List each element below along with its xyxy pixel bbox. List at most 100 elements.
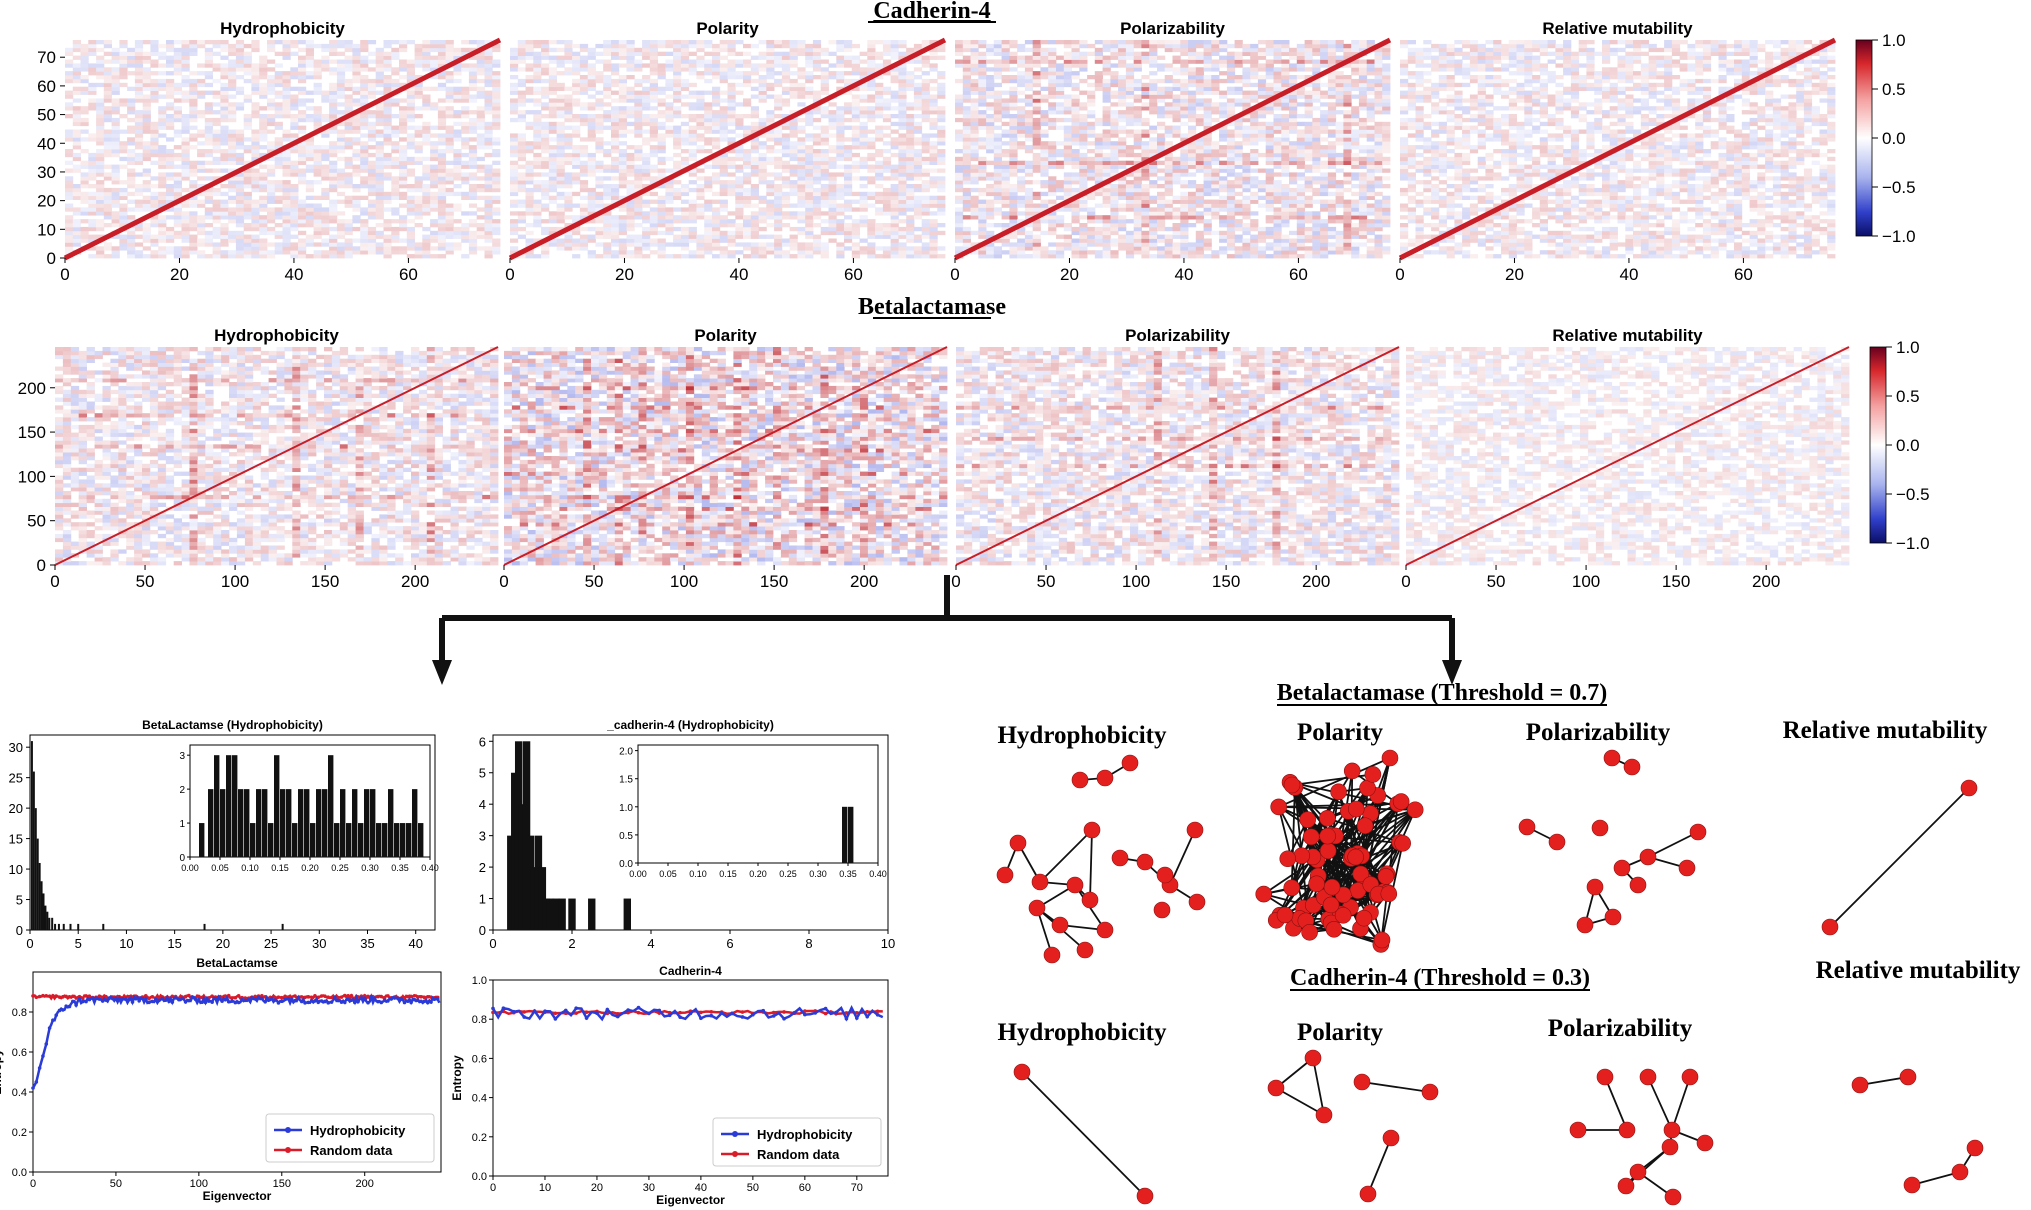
graph-node xyxy=(1630,1164,1646,1180)
x-tick-label: 150 xyxy=(1212,572,1240,591)
series-point xyxy=(58,1009,62,1013)
graph-node xyxy=(1822,919,1838,935)
inset-bar xyxy=(268,823,273,857)
series-point xyxy=(277,1001,281,1005)
series-point xyxy=(197,998,201,1002)
series-point xyxy=(58,995,62,999)
x-tick-label: 25 xyxy=(264,936,278,951)
inset-bar xyxy=(298,789,303,857)
series-point xyxy=(436,997,440,1001)
legend: Hydrophobicity Random data xyxy=(713,1118,881,1166)
series-point xyxy=(350,994,354,998)
y-tick-label: 70 xyxy=(37,48,56,67)
series-point xyxy=(277,995,281,999)
cad-network-label-polarizability: Polarizability xyxy=(1548,1015,1693,1042)
series-point xyxy=(263,1000,267,1004)
line-chart-title: Cadherin-4 xyxy=(659,964,722,978)
series-point xyxy=(313,994,317,998)
x-tick-label: 40 xyxy=(1174,265,1193,284)
graph-node xyxy=(1302,924,1318,940)
histogram-title: _cadherin-4 (Hydrophobicity) xyxy=(606,718,774,732)
series-point xyxy=(370,995,374,999)
series-point xyxy=(772,1011,776,1015)
inset-bar xyxy=(304,789,309,857)
heatmap-beta-2 xyxy=(956,347,1399,565)
series-point xyxy=(38,1066,42,1070)
series-point xyxy=(330,1000,334,1004)
y-tick-label: 0 xyxy=(479,923,486,938)
series-point xyxy=(200,1000,204,1004)
y-tick-label: 0.0 xyxy=(12,1167,27,1179)
graph-node xyxy=(1357,818,1373,834)
histogram-bar xyxy=(624,899,631,930)
series-point xyxy=(326,995,330,999)
series-point xyxy=(709,1014,713,1018)
series-point xyxy=(502,1006,506,1010)
inset-bar xyxy=(406,823,411,857)
betalactamase-section-title: Betalactamase xyxy=(858,294,1006,320)
series-point xyxy=(207,999,211,1003)
series-point xyxy=(426,995,430,999)
series-point xyxy=(68,1005,72,1009)
series-point xyxy=(793,1011,797,1015)
cad-network-label-polarity: Polarity xyxy=(1297,1019,1384,1046)
graph-node xyxy=(1112,850,1128,866)
graph-node xyxy=(1082,892,1098,908)
y-tick-label: 25 xyxy=(9,771,23,786)
series-point xyxy=(637,1011,641,1015)
inset-y-tick-label: 1.5 xyxy=(619,775,633,786)
series-point xyxy=(240,998,244,1002)
series-point xyxy=(366,1001,370,1005)
graph-node xyxy=(1904,1177,1920,1193)
series-point xyxy=(543,1009,547,1013)
legend-entry: Hydrophobicity xyxy=(757,1127,853,1142)
cad-network-label-hydrophobicity: Hydrophobicity xyxy=(997,1019,1167,1046)
inset-bar xyxy=(352,789,357,857)
colorbar: 1.00.50.0−0.5−1.0 xyxy=(1870,338,1930,553)
x-tick-label: 30 xyxy=(312,936,326,951)
series-point xyxy=(323,994,327,998)
legend-entry: Random data xyxy=(757,1147,840,1162)
graph-node xyxy=(1326,921,1342,937)
graph-node xyxy=(1587,879,1603,895)
y-tick-label: 30 xyxy=(9,740,23,755)
x-tick-label: 6 xyxy=(726,936,733,951)
graph-node xyxy=(1690,824,1706,840)
x-tick-label: 20 xyxy=(216,936,230,951)
series-point xyxy=(237,994,241,998)
series-point xyxy=(399,997,403,1001)
graph-node xyxy=(1640,1069,1656,1085)
graph-node xyxy=(1630,877,1646,893)
series-point xyxy=(824,1012,828,1016)
series-point xyxy=(824,1007,828,1011)
graph-node xyxy=(1961,780,1977,796)
series-point xyxy=(41,994,45,998)
series-point xyxy=(187,999,191,1003)
graph-edge xyxy=(1090,830,1092,900)
y-tick-label: 50 xyxy=(27,512,46,531)
x-tick-label: 0 xyxy=(505,265,514,284)
y-tick-label: 5 xyxy=(479,766,486,781)
series-point xyxy=(423,1000,427,1004)
x-tick-label: 0 xyxy=(490,1182,496,1194)
series-point xyxy=(41,1054,45,1058)
cad-graph-relative-mutability xyxy=(1852,1069,1983,1193)
histogram-bar xyxy=(48,918,50,930)
series-point xyxy=(340,995,344,999)
graph-node xyxy=(1577,917,1593,933)
series-point xyxy=(287,997,291,1001)
series-point xyxy=(429,1000,433,1004)
series-point xyxy=(300,1000,304,1004)
heatmap-cadherin-2 xyxy=(955,40,1390,258)
series-point xyxy=(54,1013,58,1017)
y-tick-label: 0.4 xyxy=(12,1087,27,1099)
inset-bar xyxy=(316,789,321,857)
y-tick-label: 3 xyxy=(479,829,486,844)
series-point xyxy=(98,997,102,1001)
series-point xyxy=(273,998,277,1002)
series-point xyxy=(845,1017,849,1021)
series-point xyxy=(699,1016,703,1020)
series-point xyxy=(647,1012,651,1016)
y-tick-label: 15 xyxy=(9,832,23,847)
